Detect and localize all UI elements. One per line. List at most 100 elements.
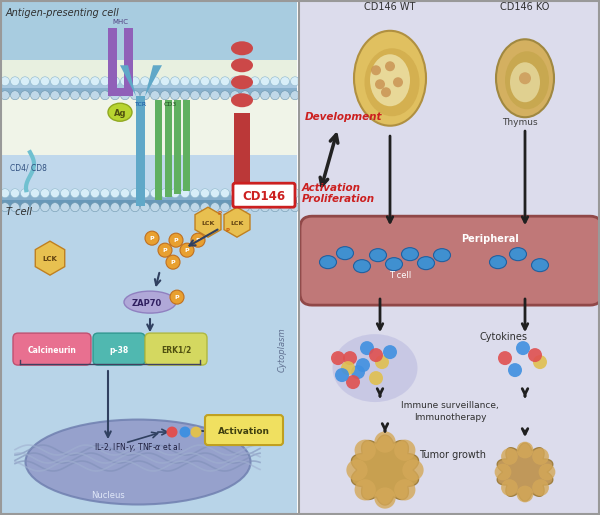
Circle shape	[50, 203, 59, 212]
Ellipse shape	[231, 58, 253, 72]
Circle shape	[80, 91, 89, 100]
Circle shape	[221, 91, 229, 100]
Ellipse shape	[124, 291, 176, 313]
Circle shape	[271, 77, 280, 86]
Circle shape	[260, 188, 269, 198]
Circle shape	[61, 77, 70, 86]
Circle shape	[41, 91, 49, 100]
Text: Cytoplasm: Cytoplasm	[278, 328, 287, 372]
Circle shape	[251, 77, 260, 86]
Circle shape	[251, 188, 260, 198]
Circle shape	[200, 203, 209, 212]
Circle shape	[71, 77, 79, 86]
Bar	[108, 88, 133, 96]
Bar	[0, 200, 297, 207]
Ellipse shape	[370, 249, 386, 262]
Circle shape	[260, 203, 269, 212]
Circle shape	[110, 77, 119, 86]
Bar	[0, 193, 297, 200]
Text: P: P	[196, 238, 200, 243]
Text: P: P	[173, 238, 178, 243]
Bar	[108, 28, 117, 91]
Circle shape	[241, 203, 250, 212]
Bar	[174, 100, 181, 194]
Circle shape	[11, 188, 19, 198]
Text: Ag: Ag	[114, 109, 126, 118]
Circle shape	[110, 188, 119, 198]
Text: CD4/ CD8: CD4/ CD8	[10, 163, 47, 172]
Circle shape	[151, 203, 160, 212]
Polygon shape	[0, 95, 297, 155]
Text: P: P	[170, 260, 175, 265]
Circle shape	[281, 91, 290, 100]
Circle shape	[501, 448, 518, 465]
Circle shape	[41, 188, 49, 198]
Circle shape	[403, 459, 424, 480]
Circle shape	[181, 91, 190, 100]
Text: Activation
Proliferation: Activation Proliferation	[302, 183, 375, 204]
Circle shape	[20, 77, 29, 86]
Circle shape	[170, 77, 179, 86]
Polygon shape	[224, 207, 250, 237]
Circle shape	[170, 290, 184, 304]
Polygon shape	[300, 1, 600, 515]
Ellipse shape	[332, 334, 418, 402]
Text: T cell: T cell	[6, 207, 32, 217]
Circle shape	[1, 188, 10, 198]
Bar	[0, 81, 297, 88]
Circle shape	[393, 77, 403, 87]
Circle shape	[80, 203, 89, 212]
Text: p-38: p-38	[109, 346, 128, 355]
Circle shape	[331, 351, 345, 365]
Text: Antigen-presenting cell: Antigen-presenting cell	[6, 8, 120, 19]
Text: CD146 KO: CD146 KO	[500, 2, 550, 12]
Circle shape	[346, 459, 368, 480]
Circle shape	[251, 91, 260, 100]
Text: LCK: LCK	[43, 256, 58, 262]
Polygon shape	[120, 65, 136, 96]
Circle shape	[271, 203, 280, 212]
Circle shape	[251, 203, 260, 212]
Circle shape	[508, 363, 522, 377]
FancyBboxPatch shape	[145, 333, 207, 365]
Circle shape	[61, 188, 70, 198]
Circle shape	[383, 345, 397, 359]
Circle shape	[169, 233, 183, 247]
Circle shape	[211, 77, 220, 86]
Circle shape	[351, 365, 365, 379]
Circle shape	[191, 77, 199, 86]
Text: Development: Development	[305, 112, 383, 122]
Circle shape	[211, 188, 220, 198]
Circle shape	[145, 231, 159, 245]
Ellipse shape	[386, 258, 403, 271]
Circle shape	[170, 188, 179, 198]
Ellipse shape	[370, 54, 410, 106]
Polygon shape	[195, 207, 221, 237]
Polygon shape	[0, 1, 297, 60]
Circle shape	[140, 77, 149, 86]
Circle shape	[394, 440, 415, 461]
Circle shape	[121, 203, 130, 212]
Bar	[155, 100, 162, 200]
Circle shape	[221, 77, 229, 86]
Circle shape	[121, 77, 130, 86]
Circle shape	[290, 77, 299, 86]
Circle shape	[20, 91, 29, 100]
Bar	[234, 113, 250, 203]
Circle shape	[375, 355, 389, 369]
Circle shape	[241, 188, 250, 198]
Circle shape	[170, 203, 179, 212]
Circle shape	[181, 203, 190, 212]
Text: Calcineurin: Calcineurin	[28, 346, 76, 355]
Text: P: P	[185, 248, 190, 253]
Circle shape	[50, 188, 59, 198]
Circle shape	[180, 243, 194, 257]
Circle shape	[158, 243, 172, 257]
Ellipse shape	[354, 31, 426, 126]
Circle shape	[519, 72, 531, 84]
Circle shape	[80, 77, 89, 86]
Circle shape	[271, 91, 280, 100]
Circle shape	[191, 188, 199, 198]
Circle shape	[161, 203, 170, 212]
Circle shape	[50, 77, 59, 86]
